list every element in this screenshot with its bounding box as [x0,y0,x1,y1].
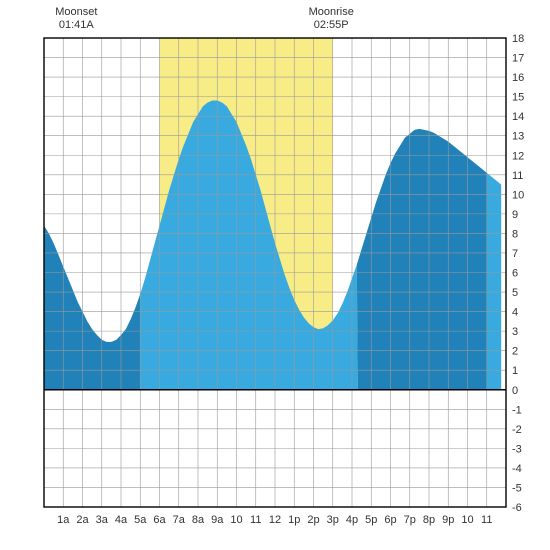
x-tick-label: 4p [346,514,358,526]
y-tick-label: -1 [512,404,522,416]
x-tick-label: 5p [365,514,377,526]
chart-svg: -6-5-4-3-2-10123456789101112131415161718… [0,0,550,550]
header-label: Moonset [55,6,97,18]
x-tick-label: 7a [173,514,186,526]
x-tick-label: 2a [76,514,89,526]
header-label: Moonrise [309,6,354,18]
x-tick-label: 3a [96,514,109,526]
x-tick-label: 1p [288,514,300,526]
x-tick-label: 8a [192,514,205,526]
x-tick-label: 6p [384,514,396,526]
y-tick-label: 8 [512,228,518,240]
x-tick-label: 10 [230,514,242,526]
x-tick-label: 9a [211,514,224,526]
y-tick-label: 5 [512,287,518,299]
y-tick-label: 7 [512,248,518,260]
y-tick-label: 2 [512,346,518,358]
x-tick-label: 10 [461,514,473,526]
y-tick-label: 11 [512,170,523,182]
y-tick-label: -6 [512,502,522,514]
y-tick-label: -4 [512,463,522,475]
y-tick-label: 4 [512,307,518,319]
y-tick-label: 6 [512,268,518,280]
header-time: 02:55P [314,19,349,31]
y-tick-label: 12 [512,150,524,162]
y-tick-label: -2 [512,424,522,436]
y-tick-label: 9 [512,209,518,221]
x-tick-label: 8p [423,514,435,526]
x-tick-label: 12 [269,514,281,526]
x-tick-label: 1a [57,514,70,526]
x-tick-label: 4a [115,514,128,526]
y-tick-label: 14 [512,111,524,123]
y-tick-label: 18 [512,33,524,45]
x-tick-label: 3p [327,514,339,526]
tide-chart: -6-5-4-3-2-10123456789101112131415161718… [0,0,550,550]
y-tick-label: -3 [512,443,522,455]
x-tick-label: 2p [307,514,319,526]
x-tick-label: 9p [442,514,454,526]
y-tick-label: 16 [512,72,524,84]
y-tick-label: 13 [512,131,524,143]
x-tick-label: 7p [404,514,416,526]
y-tick-label: 10 [512,189,524,201]
x-tick-label: 6a [153,514,166,526]
y-tick-label: -5 [512,482,522,494]
y-tick-label: 3 [512,326,518,338]
y-tick-label: 17 [512,53,524,65]
header-time: 01:41A [59,19,95,31]
x-tick-label: 11 [481,514,492,526]
y-tick-label: 15 [512,92,524,104]
y-tick-label: 0 [512,385,518,397]
x-tick-label: 5a [134,514,147,526]
x-tick-label: 11 [250,514,261,526]
y-tick-label: 1 [512,365,518,377]
